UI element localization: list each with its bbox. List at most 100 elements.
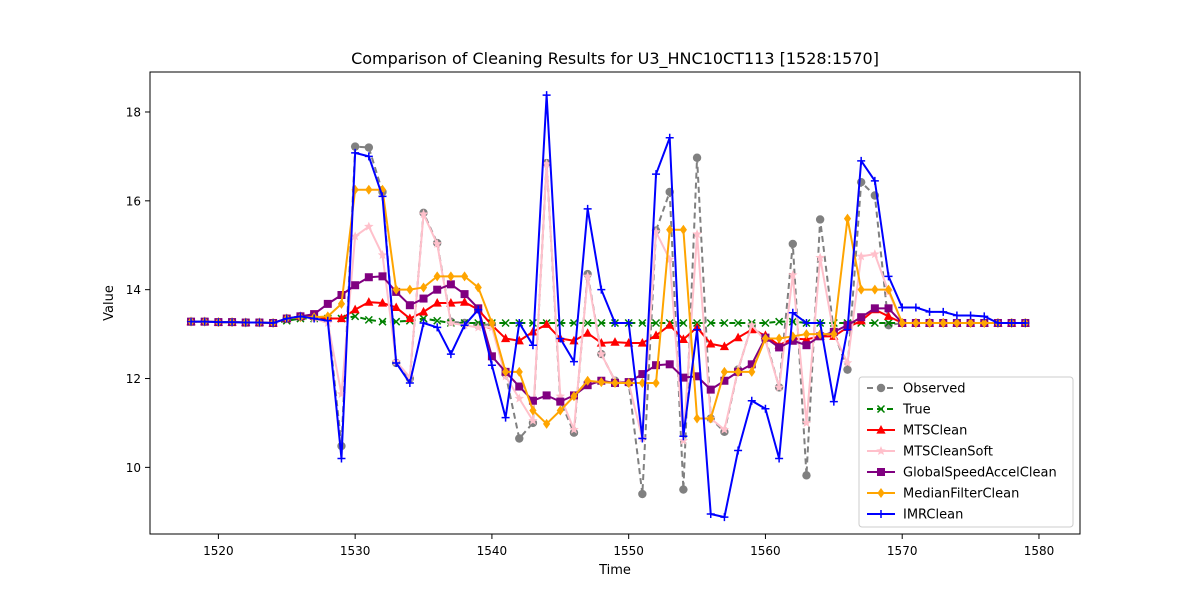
data-point-imrclean [857,156,866,165]
data-point-imrclean [200,317,209,326]
data-point-medianfilterclean [761,333,770,344]
data-point-globalspeedaccelclean [378,272,387,281]
data-point-mtscleansoft [569,424,579,434]
data-point-mtsclean [733,332,743,342]
data-point-imrclean [898,303,907,312]
legend-label-mtscleansoft: MTSCleanSoft [903,445,993,460]
data-point-imrclean [652,170,661,179]
data-point-true [775,317,784,326]
data-point-mtscleansoft [541,158,552,168]
data-point-mtsclean [610,337,620,346]
data-point-imrclean [556,334,565,343]
data-point-medianfilterclean [543,418,551,429]
data-point-globalspeedaccelclean [775,343,784,352]
data-point-medianfilterclean [939,317,947,328]
data-point-medianfilterclean [843,213,852,224]
data-point-imrclean [939,307,948,316]
data-point-observed [679,485,688,494]
data-point-medianfilterclean [830,329,838,340]
data-point-imrclean [665,133,674,142]
data-point-true [720,318,729,328]
data-point-imrclean [775,454,784,463]
data-point-imrclean [611,318,619,327]
data-point-observed [364,143,374,152]
data-point-mtscleansoft [528,415,538,425]
data-point-imrclean [829,397,838,406]
data-point-imrclean [515,318,524,327]
data-point-imrclean [282,314,291,323]
data-point-medianfilterclean [392,284,400,295]
data-point-medianfilterclean [419,282,428,293]
data-point-medianfilterclean [748,366,756,377]
data-point-medianfilterclean [871,284,879,295]
data-point-medianfilterclean [816,329,824,340]
data-point-medianfilterclean [515,366,523,377]
legend-label-imrclean: IMRClean [903,508,963,523]
data-point-observed [515,434,524,443]
data-point-medianfilterclean [720,366,729,377]
data-point-medianfilterclean [351,184,359,195]
data-point-mtscleansoft [555,391,566,401]
series-imrclean [187,91,1030,522]
data-point-mtscleansoft [418,209,429,219]
data-point-true [597,318,606,328]
data-point-mtscleansoft [350,231,360,241]
data-point-mtsclean [719,341,730,351]
data-point-imrclean [310,314,319,323]
data-point-imrclean [993,318,1002,327]
x-axis: 1520 1530 1540 1550 1560 1570 1580 [203,534,1054,558]
data-point-imrclean [761,404,770,413]
data-point-imrclean [816,318,825,327]
legend-label-true: True [902,403,931,418]
data-point-mtscleansoft [336,389,347,399]
data-point-imrclean [788,308,797,317]
data-point-mtscleansoft [432,238,442,248]
data-point-imrclean [734,446,743,455]
data-point-mtsclean [418,306,429,316]
data-point-globalspeedaccelclean [556,397,565,406]
data-point-medianfilterclean [611,377,619,388]
data-point-imrclean [405,378,414,387]
x-axis-label: Time [598,563,631,578]
data-point-mtsclean [336,313,347,323]
data-point-mtsclean [364,297,374,306]
data-point-medianfilterclean [898,317,906,328]
data-point-medianfilterclean [488,317,496,328]
data-point-true [351,312,360,321]
data-point-globalspeedaccelclean [665,360,674,369]
data-point-imrclean [583,204,592,213]
data-point-medianfilterclean [447,271,455,282]
data-point-true [706,318,715,328]
data-point-globalspeedaccelclean [364,273,373,282]
data-point-mtsclean [350,304,360,314]
data-point-imrclean [542,91,551,100]
data-point-imrclean [323,316,332,325]
data-point-mtscleansoft [747,320,757,330]
x-tick-label: 1520 [203,544,234,558]
data-point-imrclean [802,318,811,327]
data-point-imrclean [925,307,934,316]
data-point-globalspeedaccelclean [747,360,756,369]
data-point-medianfilterclean [529,405,537,416]
data-point-true [638,318,647,328]
data-point-medianfilterclean [693,413,701,424]
data-point-imrclean [392,358,401,367]
data-point-true [651,318,661,328]
legend-label-medianfilterclean: MedianFilterClean [903,487,1019,502]
data-point-observed [843,365,852,374]
legend-marker-imrclean [877,510,885,518]
data-point-mtscleansoft [596,349,607,359]
legend-label-mtsclean: MTSClean [903,424,967,439]
data-point-globalspeedaccelclean [405,301,414,310]
data-point-medianfilterclean [857,284,865,295]
data-point-mtscleansoft [473,322,483,332]
data-point-imrclean [433,323,442,332]
data-point-true [583,318,592,328]
data-point-mtsclean [583,328,593,337]
data-point-medianfilterclean [652,377,660,388]
data-point-imrclean [597,285,606,294]
data-point-mtscleansoft [842,357,853,368]
data-point-globalspeedaccelclean [515,382,524,391]
data-point-medianfilterclean [802,329,811,340]
data-point-mtscleansoft [405,372,415,382]
